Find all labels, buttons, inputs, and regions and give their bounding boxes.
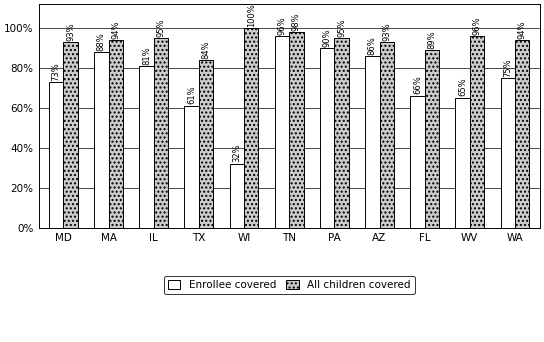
- Bar: [109, 40, 123, 228]
- Text: 88%: 88%: [97, 32, 106, 51]
- Bar: [500, 78, 515, 228]
- Text: 89%: 89%: [428, 30, 436, 49]
- Bar: [410, 96, 425, 228]
- Legend: Enrollee covered, All children covered: Enrollee covered, All children covered: [164, 276, 415, 294]
- Bar: [365, 56, 380, 228]
- Bar: [49, 82, 63, 228]
- Text: 73%: 73%: [52, 62, 60, 80]
- Bar: [94, 52, 109, 228]
- Text: 66%: 66%: [413, 76, 422, 94]
- Text: 94%: 94%: [112, 20, 120, 39]
- Bar: [335, 38, 349, 228]
- Text: 65%: 65%: [458, 78, 467, 96]
- Bar: [230, 164, 244, 228]
- Text: 84%: 84%: [202, 40, 211, 58]
- Text: 81%: 81%: [142, 46, 151, 65]
- Text: 96%: 96%: [473, 16, 481, 35]
- Bar: [470, 36, 484, 228]
- Bar: [139, 66, 154, 228]
- Bar: [320, 48, 335, 228]
- Bar: [199, 60, 213, 228]
- Bar: [275, 36, 289, 228]
- Bar: [455, 98, 470, 228]
- Text: 90%: 90%: [323, 28, 332, 47]
- Text: 98%: 98%: [292, 12, 301, 30]
- Bar: [244, 28, 258, 228]
- Text: 75%: 75%: [503, 58, 512, 77]
- Text: 61%: 61%: [187, 86, 196, 105]
- Text: 86%: 86%: [368, 36, 377, 54]
- Text: 95%: 95%: [337, 18, 346, 37]
- Bar: [515, 40, 529, 228]
- Text: 96%: 96%: [277, 16, 287, 35]
- Text: 94%: 94%: [518, 20, 527, 39]
- Text: 93%: 93%: [66, 22, 75, 41]
- Text: 93%: 93%: [382, 22, 391, 41]
- Bar: [184, 106, 199, 228]
- Bar: [63, 42, 78, 228]
- Text: 95%: 95%: [157, 18, 165, 37]
- Bar: [425, 50, 439, 228]
- Text: 32%: 32%: [232, 144, 242, 162]
- Bar: [154, 38, 168, 228]
- Bar: [380, 42, 394, 228]
- Bar: [289, 32, 304, 228]
- Text: 100%: 100%: [247, 3, 256, 27]
